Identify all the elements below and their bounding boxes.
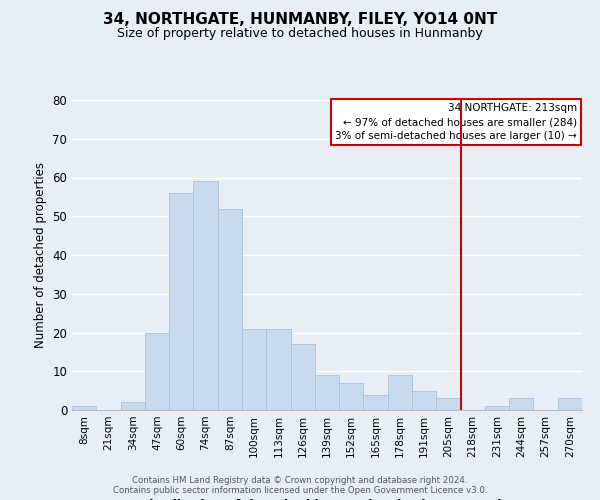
- Bar: [193, 182, 218, 410]
- Text: Contains HM Land Registry data © Crown copyright and database right 2024.: Contains HM Land Registry data © Crown c…: [132, 476, 468, 485]
- Bar: [558, 398, 582, 410]
- Text: 34 NORTHGATE: 213sqm
← 97% of detached houses are smaller (284)
3% of semi-detac: 34 NORTHGATE: 213sqm ← 97% of detached h…: [335, 103, 577, 141]
- Bar: [169, 193, 193, 410]
- Bar: [242, 328, 266, 410]
- Bar: [412, 390, 436, 410]
- Bar: [509, 398, 533, 410]
- Bar: [72, 406, 96, 410]
- Bar: [315, 375, 339, 410]
- Y-axis label: Number of detached properties: Number of detached properties: [34, 162, 47, 348]
- Bar: [485, 406, 509, 410]
- Bar: [145, 332, 169, 410]
- Bar: [388, 375, 412, 410]
- Text: Size of property relative to detached houses in Hunmanby: Size of property relative to detached ho…: [117, 28, 483, 40]
- Text: Contains public sector information licensed under the Open Government Licence v3: Contains public sector information licen…: [113, 486, 487, 495]
- Bar: [290, 344, 315, 410]
- Bar: [436, 398, 461, 410]
- Bar: [266, 328, 290, 410]
- X-axis label: Distribution of detached houses by size in Hunmanby: Distribution of detached houses by size …: [139, 498, 515, 500]
- Bar: [339, 383, 364, 410]
- Bar: [364, 394, 388, 410]
- Bar: [121, 402, 145, 410]
- Bar: [218, 208, 242, 410]
- Text: 34, NORTHGATE, HUNMANBY, FILEY, YO14 0NT: 34, NORTHGATE, HUNMANBY, FILEY, YO14 0NT: [103, 12, 497, 28]
